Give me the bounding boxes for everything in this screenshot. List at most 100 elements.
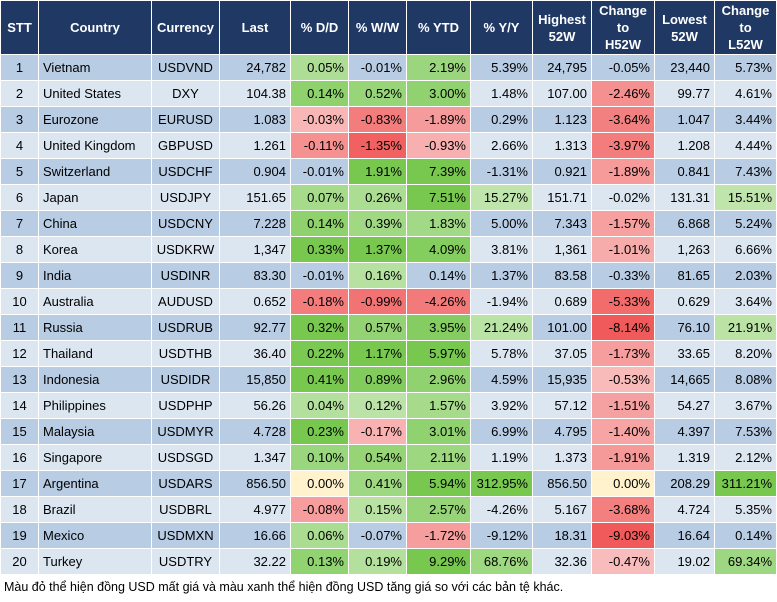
table-cell: 3.92% bbox=[470, 392, 533, 419]
table-cell: AUDUSD bbox=[151, 288, 220, 315]
table-cell: USDSGD bbox=[151, 444, 220, 471]
table-cell: 1.123 bbox=[532, 106, 592, 133]
table-cell: United Kingdom bbox=[38, 132, 152, 159]
table-cell: 3.64% bbox=[714, 288, 777, 315]
table-cell: China bbox=[38, 210, 152, 237]
table-row: 15 Malaysia USDMYR 4.728 0.23% -0.17% 3.01% 6.9… bbox=[0, 418, 777, 445]
footnote: Màu đỏ thể hiện đồng USD mất giá và màu … bbox=[4, 580, 564, 594]
table-cell: 24,782 bbox=[219, 54, 291, 81]
table-cell: 8.20% bbox=[714, 340, 777, 367]
table-cell: 1.319 bbox=[654, 444, 715, 471]
table-cell: 5.00% bbox=[470, 210, 533, 237]
table-cell: 1.48% bbox=[470, 80, 533, 107]
column-header: Currency bbox=[151, 0, 220, 55]
table-cell: 4 bbox=[0, 132, 39, 159]
table-cell: -2.46% bbox=[591, 80, 655, 107]
table-cell: 3.67% bbox=[714, 392, 777, 419]
table-cell: USDMYR bbox=[151, 418, 220, 445]
table-cell: 1.261 bbox=[219, 132, 291, 159]
table-cell: 83.58 bbox=[532, 262, 592, 289]
table-cell: 3.01% bbox=[406, 418, 471, 445]
table-row: 7 China USDCNY 7.228 0.14% 0.39% 1.83% 5.00% 7.3… bbox=[0, 210, 777, 237]
table-cell: 4.44% bbox=[714, 132, 777, 159]
column-header: Lowest 52W bbox=[654, 0, 715, 55]
table-row: 3 Eurozone EURUSD 1.083 -0.03% -0.83% -1.89% 0.… bbox=[0, 106, 777, 133]
table-cell: 0.89% bbox=[348, 366, 407, 393]
table-cell: 5.39% bbox=[470, 54, 533, 81]
table-cell: 1.347 bbox=[219, 444, 291, 471]
table-cell: 0.921 bbox=[532, 158, 592, 185]
table-cell: USDINR bbox=[151, 262, 220, 289]
table-cell: 4.724 bbox=[654, 496, 715, 523]
table-cell: 3 bbox=[0, 106, 39, 133]
table-cell: 0.29% bbox=[470, 106, 533, 133]
table-cell: 4.397 bbox=[654, 418, 715, 445]
table-cell: -0.18% bbox=[290, 288, 349, 315]
table-cell: 16.64 bbox=[654, 522, 715, 549]
table-cell: 0.22% bbox=[290, 340, 349, 367]
table-cell: 15,935 bbox=[532, 366, 592, 393]
table-cell: 5.73% bbox=[714, 54, 777, 81]
table-cell: 92.77 bbox=[219, 314, 291, 341]
table-cell: 20 bbox=[0, 548, 39, 575]
table-cell: -5.33% bbox=[591, 288, 655, 315]
table-cell: 81.65 bbox=[654, 262, 715, 289]
table-cell: 7.43% bbox=[714, 158, 777, 185]
header-row: STT Country Currency Last% D/D% W/W% YTD% Y… bbox=[0, 0, 777, 55]
table-cell: Singapore bbox=[38, 444, 152, 471]
table-cell: 9.29% bbox=[406, 548, 471, 575]
table-cell: 0.16% bbox=[348, 262, 407, 289]
table-cell: 10 bbox=[0, 288, 39, 315]
table-cell: 1.17% bbox=[348, 340, 407, 367]
table-cell: Argentina bbox=[38, 470, 152, 497]
table-cell: 4.09% bbox=[406, 236, 471, 263]
table-cell: -0.53% bbox=[591, 366, 655, 393]
table-cell: 0.689 bbox=[532, 288, 592, 315]
table-cell: 7.228 bbox=[219, 210, 291, 237]
table-cell: 7.39% bbox=[406, 158, 471, 185]
table-cell: 8.08% bbox=[714, 366, 777, 393]
table-cell: 11 bbox=[0, 314, 39, 341]
table-cell: -1.72% bbox=[406, 522, 471, 549]
column-header: Highest 52W bbox=[532, 0, 592, 55]
table-cell: 32.36 bbox=[532, 548, 592, 575]
table-row: 14 Philippines USDPHP 56.26 0.04% 0.12% 1.57% 3… bbox=[0, 392, 777, 419]
column-header: Change to H52W bbox=[591, 0, 655, 55]
table-cell: 151.71 bbox=[532, 184, 592, 211]
table-cell: 856.50 bbox=[219, 470, 291, 497]
table-cell: USDTRY bbox=[151, 548, 220, 575]
table-cell: -0.02% bbox=[591, 184, 655, 211]
column-header: Last bbox=[219, 0, 291, 55]
table-cell: -1.51% bbox=[591, 392, 655, 419]
table-cell: 19.02 bbox=[654, 548, 715, 575]
table-cell: -4.26% bbox=[470, 496, 533, 523]
table-cell: 3.81% bbox=[470, 236, 533, 263]
table-cell: 2.03% bbox=[714, 262, 777, 289]
table-cell: -0.01% bbox=[348, 54, 407, 81]
table-cell: 3.44% bbox=[714, 106, 777, 133]
table-cell: -0.11% bbox=[290, 132, 349, 159]
table-cell: -1.57% bbox=[591, 210, 655, 237]
table-cell: 0.841 bbox=[654, 158, 715, 185]
table-cell: 0.41% bbox=[348, 470, 407, 497]
table-cell: 0.07% bbox=[290, 184, 349, 211]
table-row: 4 United Kingdom GBPUSD 1.261 -0.11% -1.35% -0… bbox=[0, 132, 777, 159]
table-cell: 6.66% bbox=[714, 236, 777, 263]
table-cell: 6.868 bbox=[654, 210, 715, 237]
table-row: 11 Russia USDRUB 92.77 0.32% 0.57% 3.95% 21.24%… bbox=[0, 314, 777, 341]
table-cell: 13 bbox=[0, 366, 39, 393]
table-body: 1 Vietnam USDVND 24,782 0.05% -0.01% 2.19% 5.39… bbox=[0, 54, 777, 575]
table-cell: USDJPY bbox=[151, 184, 220, 211]
table-cell: 4.977 bbox=[219, 496, 291, 523]
table-cell: 99.77 bbox=[654, 80, 715, 107]
table-cell: -8.14% bbox=[591, 314, 655, 341]
table-cell: 0.14% bbox=[406, 262, 471, 289]
table-row: 8 Korea USDKRW 1,347 0.33% 1.37% 4.09% 3.81% 1,3… bbox=[0, 236, 777, 263]
table-cell: -0.99% bbox=[348, 288, 407, 315]
table-cell: -0.93% bbox=[406, 132, 471, 159]
table-row: 12 Thailand USDTHB 36.40 0.22% 1.17% 5.97% 5.78… bbox=[0, 340, 777, 367]
table-cell: USDPHP bbox=[151, 392, 220, 419]
table-cell: Malaysia bbox=[38, 418, 152, 445]
table-cell: 3.00% bbox=[406, 80, 471, 107]
table-cell: Vietnam bbox=[38, 54, 152, 81]
